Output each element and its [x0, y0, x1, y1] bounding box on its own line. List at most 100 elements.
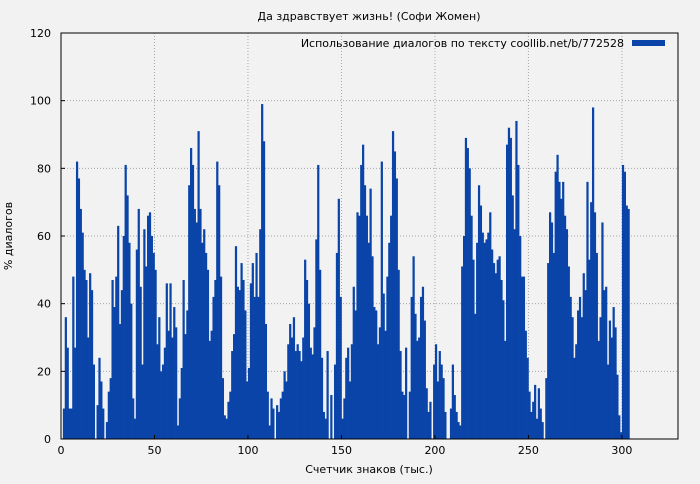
bar — [290, 337, 294, 439]
bar — [618, 415, 621, 439]
bar — [62, 408, 66, 439]
bar — [388, 242, 391, 439]
bar — [586, 181, 589, 439]
bar — [190, 148, 193, 439]
bar — [266, 391, 269, 439]
bar — [601, 222, 604, 439]
bar — [300, 361, 303, 439]
bar — [519, 236, 522, 439]
bar — [184, 334, 187, 439]
bar — [360, 164, 363, 439]
bar — [483, 242, 486, 439]
bar — [606, 364, 610, 439]
bar — [378, 327, 382, 439]
bar — [627, 208, 630, 439]
x-tick-label: 250 — [518, 444, 539, 457]
bar — [139, 286, 142, 439]
bar — [326, 351, 329, 439]
bar — [565, 229, 569, 439]
bar — [259, 229, 262, 439]
bar — [401, 391, 404, 439]
bar — [442, 378, 445, 439]
bar — [337, 198, 340, 439]
bar — [85, 279, 88, 439]
bar — [593, 212, 597, 439]
bar — [492, 263, 496, 439]
bar — [212, 296, 215, 439]
bar — [597, 340, 600, 439]
bar — [141, 364, 144, 439]
bar — [163, 347, 167, 439]
bar — [558, 181, 561, 439]
bar — [556, 154, 559, 440]
bar — [610, 337, 613, 439]
bar — [535, 418, 539, 439]
bar — [128, 242, 131, 439]
bar — [412, 256, 415, 439]
bar — [324, 418, 327, 439]
bar — [173, 307, 176, 439]
bar — [313, 327, 316, 439]
bar — [438, 351, 441, 439]
bar — [562, 181, 565, 439]
bar — [575, 344, 578, 439]
bar — [100, 381, 103, 439]
bar — [517, 164, 520, 439]
bar — [268, 425, 271, 439]
bar — [489, 212, 492, 439]
bar — [505, 144, 509, 439]
bar — [459, 425, 462, 439]
bar — [219, 276, 223, 439]
bar — [416, 340, 419, 439]
bar — [603, 290, 606, 439]
y-tick-label: 20 — [37, 365, 51, 378]
bar — [289, 323, 292, 439]
bar — [107, 391, 110, 439]
bar — [296, 344, 299, 439]
bar — [623, 171, 626, 439]
bar — [399, 351, 402, 439]
bar — [461, 266, 464, 439]
bar — [64, 317, 67, 439]
bar — [569, 296, 572, 439]
bar — [255, 252, 258, 439]
bar — [178, 398, 182, 439]
bar — [375, 310, 378, 439]
bar — [117, 225, 120, 439]
bar — [315, 239, 318, 439]
bar — [238, 290, 241, 439]
bar — [292, 317, 296, 439]
bar — [283, 371, 286, 439]
y-tick-label: 40 — [37, 298, 51, 311]
bar — [231, 351, 234, 439]
bar — [487, 232, 490, 439]
bar — [242, 279, 245, 439]
bar — [550, 222, 554, 439]
x-tick-label: 100 — [237, 444, 258, 457]
bar — [105, 422, 109, 439]
bar — [148, 212, 152, 439]
bar — [608, 320, 612, 439]
bar — [199, 208, 202, 439]
bar — [532, 401, 535, 439]
bar — [311, 354, 314, 439]
bar — [264, 323, 268, 439]
bar — [373, 307, 376, 439]
bar — [281, 391, 284, 439]
bar — [307, 303, 311, 439]
bar — [251, 263, 254, 439]
bar — [87, 337, 90, 439]
bar — [317, 164, 320, 439]
bar — [277, 411, 281, 439]
bar — [348, 381, 352, 439]
bar — [152, 252, 155, 439]
bar — [485, 239, 488, 439]
bar — [122, 236, 125, 439]
bar — [223, 415, 226, 439]
bar — [143, 229, 146, 439]
bar — [167, 330, 170, 439]
bar — [322, 411, 325, 439]
bar — [234, 246, 238, 439]
y-tick-label: 0 — [44, 433, 51, 446]
